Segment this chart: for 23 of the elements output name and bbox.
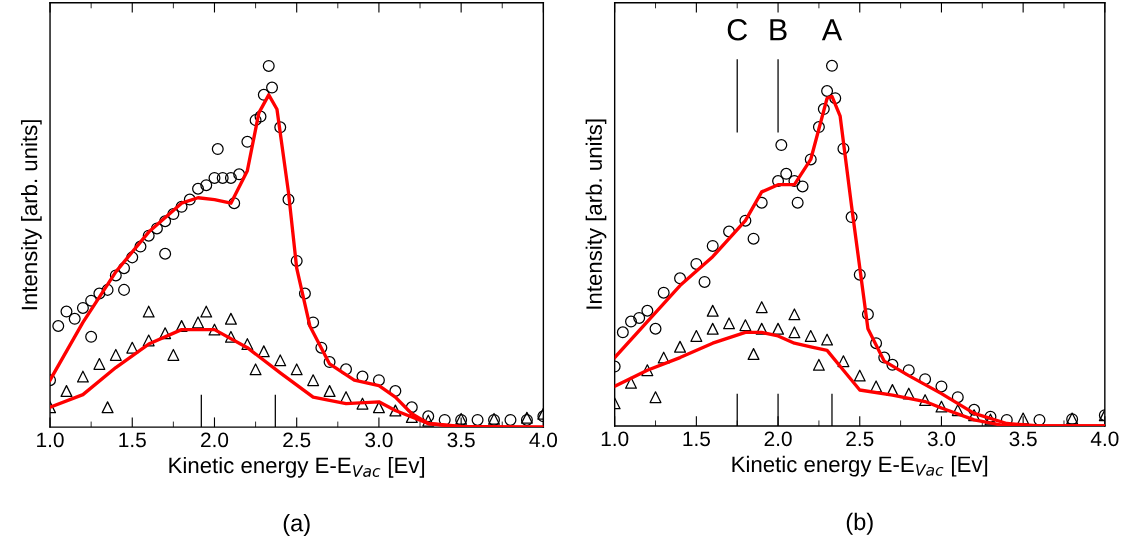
text: (b) (846, 512, 873, 535)
x-axis-title: Kinetic energy E-E$_{Vac}$ [Ev] (732, 455, 988, 477)
x-tick-label: 3.5 (447, 432, 475, 448)
x-tick-label: 4.0 (1090, 431, 1119, 447)
y-axis-title: Intensity [arb. units] (20, 120, 42, 310)
x-axis-title: Kinetic energy E-E$_{Vac}$ [Ev] (169, 456, 425, 478)
x-tick-label: 1.5 (683, 431, 710, 447)
x-tick-label: 2.0 (764, 431, 792, 447)
y-axis-title: Intensity [arb. units] (585, 119, 607, 309)
x-tick-label: 2.5 (283, 432, 311, 448)
x-tick-label: 1.5 (119, 432, 146, 448)
text: (a) (283, 514, 310, 537)
annotation: A (821, 19, 843, 41)
x-tick-label: 4.0 (529, 432, 558, 448)
ref-line-label: B (770, 19, 787, 41)
x-tick-label: 3.5 (1009, 431, 1037, 447)
x-tick-label: 1.0 (601, 431, 629, 447)
x-tick-label: 3.0 (927, 431, 956, 447)
x-tick-label: 3.0 (365, 432, 393, 448)
ref-line-label: C (727, 18, 748, 41)
x-tick-label: 1.0 (37, 432, 64, 448)
x-tick-label: 2.0 (201, 432, 229, 448)
x-tick-label: 2.5 (846, 431, 874, 447)
